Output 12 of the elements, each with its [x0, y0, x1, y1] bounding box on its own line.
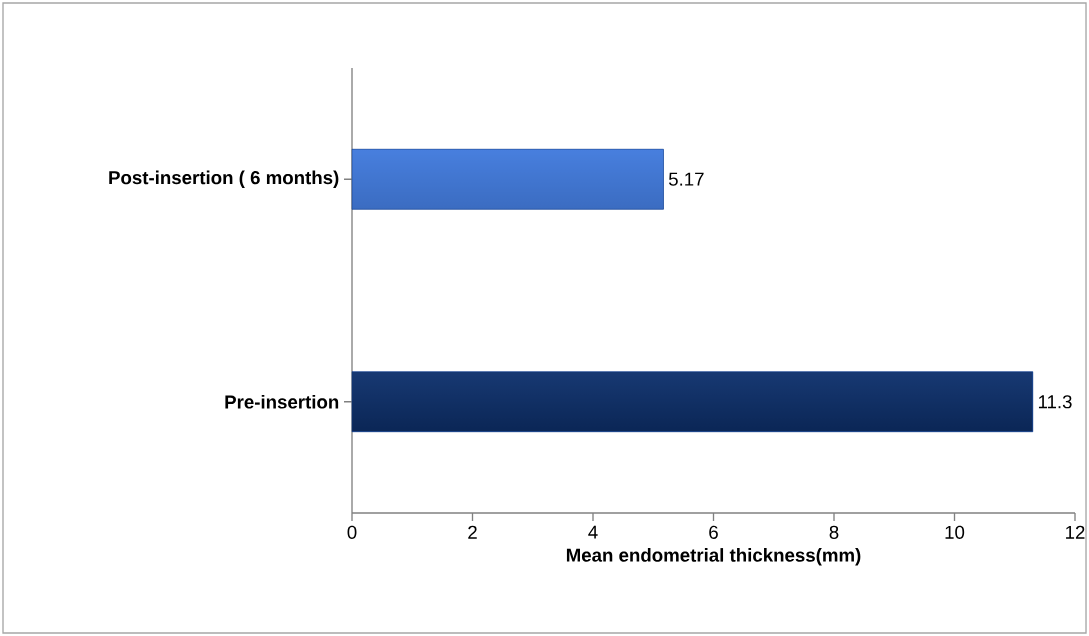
x-tick-label: 8	[829, 525, 839, 539]
x-tick-label: 4	[588, 525, 598, 539]
x-tick-label: 10	[945, 525, 965, 539]
y-tick-label: Pre-insertion	[225, 394, 339, 409]
x-tick-label: 2	[468, 525, 477, 539]
y-tick-label: Post-insertion ( 6 months)	[109, 170, 339, 188]
x-tick-label: 12	[1066, 525, 1085, 539]
x-axis-title: Mean endometrial thickness(mm)	[566, 548, 861, 566]
x-tick-label: 6	[709, 525, 718, 539]
data-label: 11.3	[1038, 395, 1072, 409]
x-tick-label: 0	[347, 525, 357, 539]
data-label: 5.17	[668, 172, 704, 186]
